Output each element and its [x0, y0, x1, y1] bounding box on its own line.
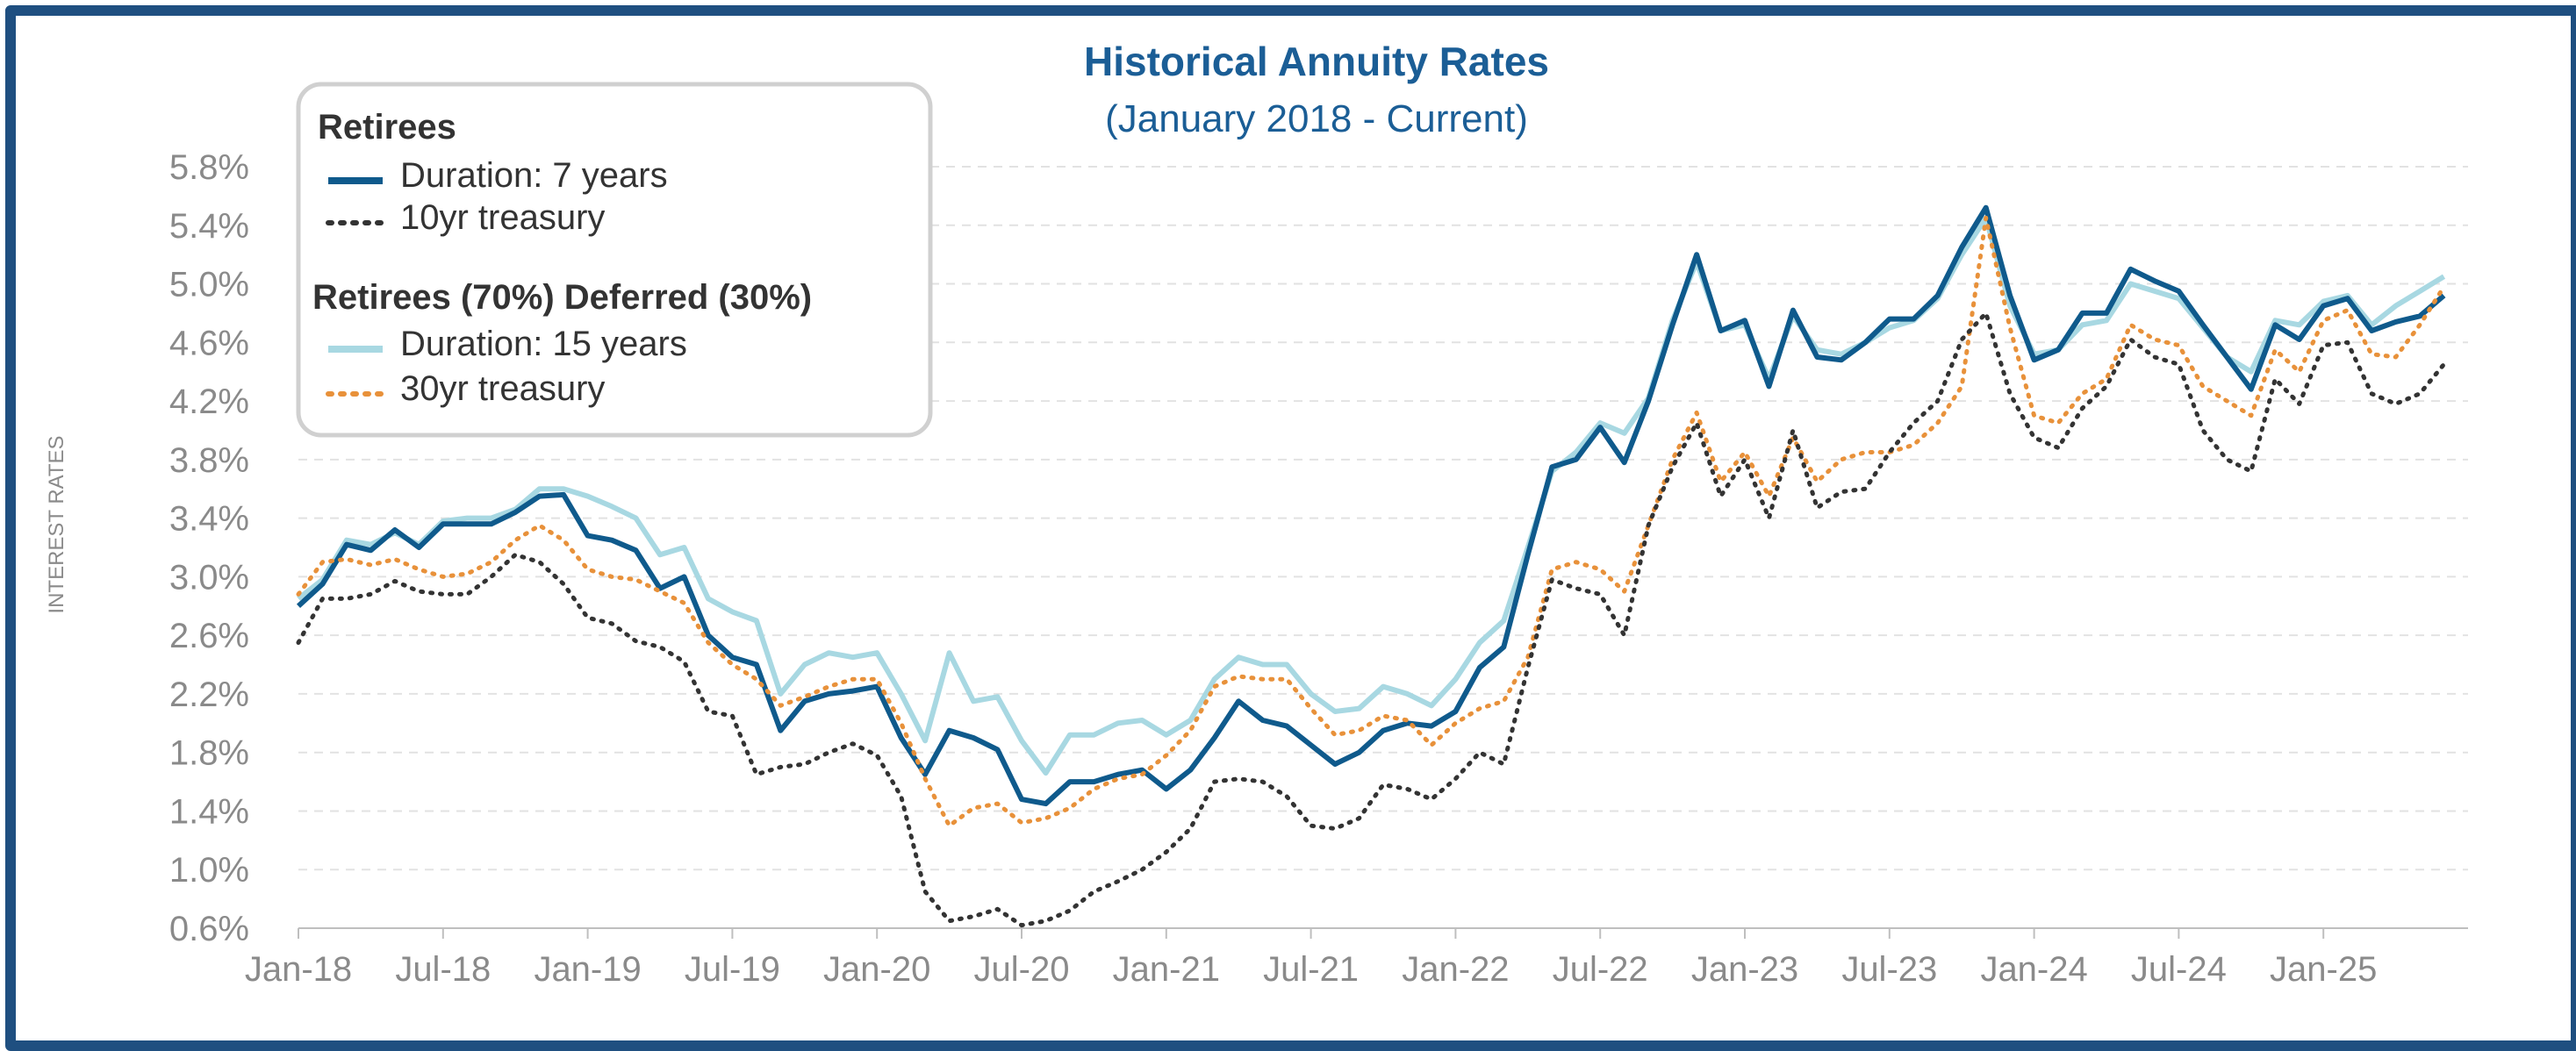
chart-subtitle: (January 2018 - Current): [1105, 97, 1528, 140]
x-tick-label: Jul-20: [974, 950, 1070, 989]
y-tick-label: 5.4%: [169, 207, 249, 246]
y-tick-label: 2.2%: [169, 676, 249, 714]
series-line-10yr-treasury: [296, 311, 2446, 928]
series-lines: [296, 204, 2446, 928]
x-tick-label: Jul-22: [1553, 950, 1648, 989]
y-tick-label: 3.4%: [169, 500, 249, 539]
y-tick-label: 0.6%: [169, 910, 249, 948]
y-tick-labels: 0.6% 1.0% 1.4% 1.8% 2.2% 2.6% 3.0% 3.4% 3.8% 4.2%…: [169, 148, 249, 948]
legend-group-deferred: Retirees (70%) Deferred (30%): [312, 278, 812, 317]
x-tick-label: Jul-21: [1263, 950, 1359, 989]
x-tick-label: Jan-19: [534, 950, 641, 989]
y-tick-label: 2.6%: [169, 617, 249, 655]
legend-label-7yr: Duration: 7 years: [400, 156, 668, 195]
y-tick-label: 3.8%: [169, 441, 249, 480]
y-tick-label: 1.8%: [169, 734, 249, 773]
x-tick-label: Jan-20: [823, 950, 930, 989]
legend-label-15yr: Duration: 15 years: [400, 325, 687, 363]
series-line-30yr-treasury: [296, 215, 2446, 828]
legend-label-10yr: 10yr treasury: [400, 198, 605, 237]
grid-lines: [298, 166, 2468, 871]
legend-label-30yr: 30yr treasury: [400, 369, 605, 408]
x-tick-label: Jul-24: [2131, 950, 2227, 989]
x-tick-label: Jan-24: [1980, 950, 2087, 989]
legend-group-retirees: Retirees: [318, 108, 456, 147]
x-tick-label: Jan-25: [2270, 950, 2377, 989]
y-tick-label: 1.0%: [169, 851, 249, 890]
series-line-duration-7-years: [296, 204, 2446, 807]
chart-title: Historical Annuity Rates: [1084, 39, 1549, 84]
x-tick-label: Jul-19: [685, 950, 780, 989]
legend: Retirees Duration: 7 years 10yr treasury…: [296, 82, 933, 438]
y-tick-label: 4.6%: [169, 324, 249, 362]
y-tick-label: 3.0%: [169, 558, 249, 597]
x-tick-labels: Jan-18 Jul-18 Jan-19 Jul-19 Jan-20 Jul-20 Jan-…: [245, 928, 2377, 989]
x-tick-label: Jul-23: [1841, 950, 1937, 989]
series-line-duration-15-years: [297, 215, 2446, 776]
legend-box: [296, 82, 933, 438]
x-tick-label: Jan-22: [1402, 950, 1509, 989]
y-tick-label: 5.0%: [169, 266, 249, 304]
x-tick-label: Jul-18: [395, 950, 491, 989]
y-tick-label: 1.4%: [169, 792, 249, 831]
x-tick-label: Jan-21: [1113, 950, 1220, 989]
y-tick-label: 5.8%: [169, 148, 249, 187]
x-tick-label: Jan-18: [245, 950, 352, 989]
y-tick-label: 4.2%: [169, 383, 249, 421]
x-tick-label: Jan-23: [1691, 950, 1798, 989]
y-axis-label: INTEREST RATES: [45, 435, 68, 613]
